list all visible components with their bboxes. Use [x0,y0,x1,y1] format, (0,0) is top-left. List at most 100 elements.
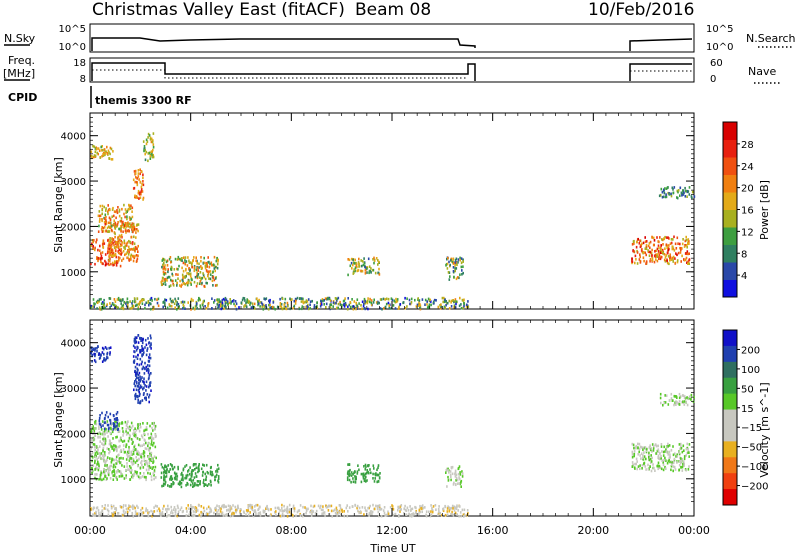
data-cell [120,506,123,509]
data-cell [639,253,641,256]
data-cell [352,480,355,484]
data-cell [449,473,452,477]
data-cell [681,194,683,197]
data-cell [147,511,149,515]
data-cell [102,226,105,230]
data-cell [304,300,306,304]
data-cell [232,513,234,517]
data-cell [337,296,340,300]
data-cell [206,507,208,511]
data-cell [322,505,324,508]
data-cell [168,507,170,511]
data-cell [99,308,102,311]
data-cell [674,257,676,260]
data-cell [165,470,167,473]
data-cell [161,510,164,514]
colorbar-segment [723,139,737,158]
data-cell [307,507,309,511]
data-cell [113,303,115,307]
data-cell [112,414,115,417]
data-cell [635,245,638,249]
data-cell [96,450,98,454]
data-cell [414,510,417,514]
data-cell [138,363,141,367]
data-cell [164,298,166,301]
colorbar-segment [723,209,737,228]
data-cell [635,444,638,448]
data-cell [648,454,651,458]
xtick-label: 12:00 [376,524,408,537]
data-cell [368,512,371,515]
data-cell [109,218,112,222]
data-cell [127,223,130,226]
data-cell [669,255,672,259]
data-cell [206,281,208,285]
data-cell [253,505,256,508]
data-cell [180,258,182,262]
data-cell [454,483,457,486]
data-cell [100,428,103,431]
data-cell [678,443,681,446]
data-cell [92,507,94,511]
data-cell [142,140,145,143]
data-cell [276,506,279,510]
data-cell [128,450,131,454]
data-cell [324,297,327,300]
data-cell [115,462,117,465]
data-cell [149,307,152,311]
data-cell [131,301,133,305]
data-cell [125,304,128,308]
data-cell [108,250,111,253]
data-cell [217,259,219,263]
data-cell [101,212,103,216]
data-cell [640,457,642,460]
data-cell [363,302,365,306]
data-cell [452,513,455,517]
data-cell [118,298,120,301]
data-cell [168,514,171,517]
data-cell [356,504,359,508]
data-cell [111,254,114,258]
data-cell [320,504,322,508]
data-cell [98,214,101,218]
colorbar-segment [723,227,737,245]
data-cell [376,505,379,508]
data-cell [387,510,389,514]
data-cell [166,510,168,514]
data-cell [397,307,400,310]
data-cell [352,305,355,308]
data-cell [135,254,138,257]
data-cell [144,367,146,371]
data-cell [96,467,98,470]
data-cell [377,479,380,483]
data-cell [207,256,209,259]
data-cell [657,467,659,471]
data-cell [348,303,351,307]
data-cell [642,456,644,460]
data-cell [178,264,180,268]
data-cell [119,461,121,465]
data-cell [117,512,120,515]
colorbar-segment [723,425,737,442]
data-cell [149,138,152,141]
data-cell [688,465,690,468]
data-cell [100,297,102,301]
data-cell [141,345,143,348]
colorbar-segment [723,377,737,395]
data-cell [277,506,280,510]
data-cell [659,466,662,469]
data-cell [328,297,331,301]
data-cell [104,253,107,256]
data-cell [641,446,643,449]
data-cell [196,307,198,310]
data-cell [106,230,109,233]
data-cell [461,273,463,276]
data-cell [234,505,236,509]
data-cell [683,455,686,458]
data-cell [364,301,367,305]
data-cell [130,466,132,470]
data-cell [216,262,219,266]
data-cell [298,509,301,512]
data-cell [683,449,685,452]
data-cell [115,225,118,228]
